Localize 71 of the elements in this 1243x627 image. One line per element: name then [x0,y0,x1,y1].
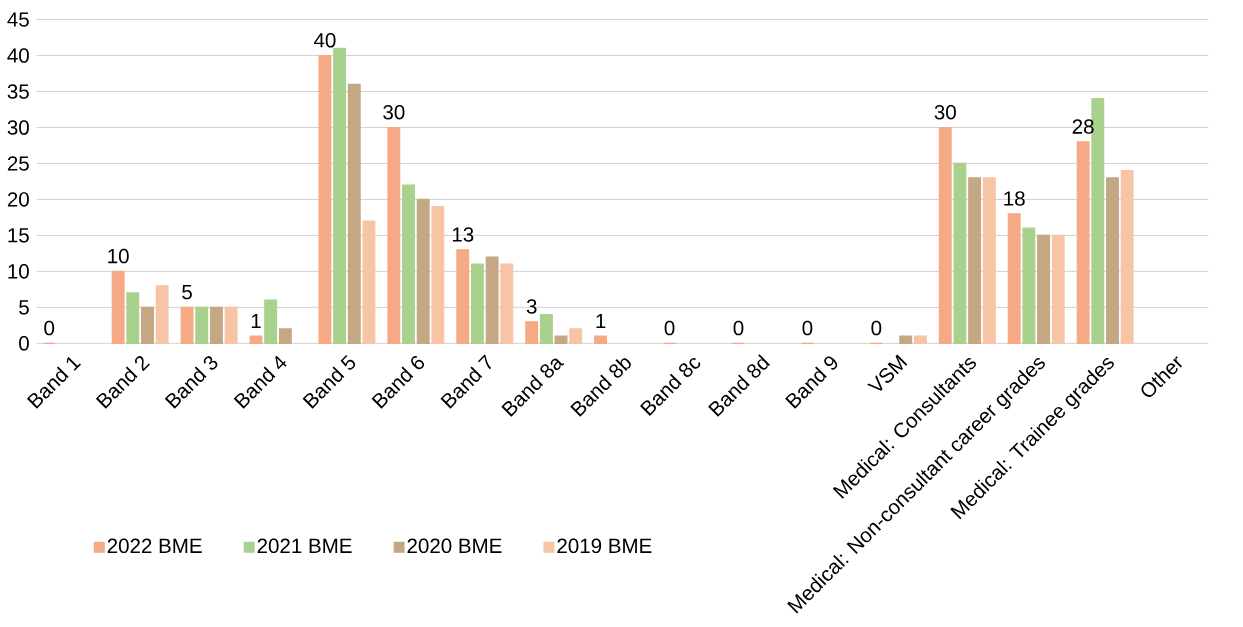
bar [539,313,553,344]
data-label: 3 [526,299,537,314]
y-tick-label: 10 [8,263,29,279]
bar [1051,234,1065,344]
bar [333,47,347,344]
bar [209,306,223,344]
y-tick-label: 20 [7,192,29,207]
bar [1076,141,1090,344]
bar [278,328,292,344]
data-label: 1 [596,313,606,328]
bar [456,249,470,344]
bar [416,198,430,344]
data-label: 0 [44,320,55,336]
bar [554,335,568,344]
legend-label: 2021 BME [257,538,352,553]
y-tick-label: 30 [7,120,29,135]
bar [126,292,140,344]
data-label: 13 [452,227,474,242]
bar [249,335,263,344]
y-tick-label: 5 [19,300,29,315]
legend-label: 2020 BME [407,538,502,553]
data-label: 5 [182,284,192,300]
bar [1022,227,1036,344]
bar [913,335,927,344]
bar [525,321,539,344]
data-label: 0 [871,320,882,336]
bar [180,306,194,344]
data-label: 0 [664,320,675,336]
y-tick-label: 0 [19,335,29,351]
bar [195,306,209,344]
bar [938,126,952,344]
data-label: 18 [1004,191,1025,206]
data-label: 10 [108,248,129,264]
bar [594,335,608,344]
y-tick-label: 40 [7,48,29,63]
data-label: 0 [802,320,813,336]
bar [224,306,238,344]
data-label: 1 [251,313,261,328]
data-label: 28 [1072,119,1094,134]
bar [1037,234,1050,344]
bar [402,184,415,344]
bar [141,306,154,344]
bar [1120,169,1134,344]
y-tick-label: 35 [7,84,29,99]
bar [470,263,484,344]
data-label: 40 [313,32,336,48]
bar [264,299,278,344]
y-tick-label: 45 [7,12,29,27]
bar [485,256,499,344]
bar [318,54,332,344]
bar [982,177,996,344]
bar [347,83,361,344]
bar [155,285,169,344]
bar [569,328,583,344]
legend-label: 2022 BME [107,538,202,553]
y-tick-label: 25 [7,156,29,171]
bar [500,263,514,344]
data-label: 30 [934,104,956,120]
bar [953,162,967,344]
bar [362,220,376,344]
bar [899,335,913,344]
bar [431,205,445,344]
bar [387,126,401,344]
bar [1106,177,1119,344]
bar [1007,213,1021,344]
bar [111,270,125,344]
data-label: 30 [383,104,405,120]
data-label: 0 [733,320,744,336]
legend-label: 2019 BME [557,538,652,553]
y-tick-label: 15 [8,228,29,243]
bar [968,177,982,344]
